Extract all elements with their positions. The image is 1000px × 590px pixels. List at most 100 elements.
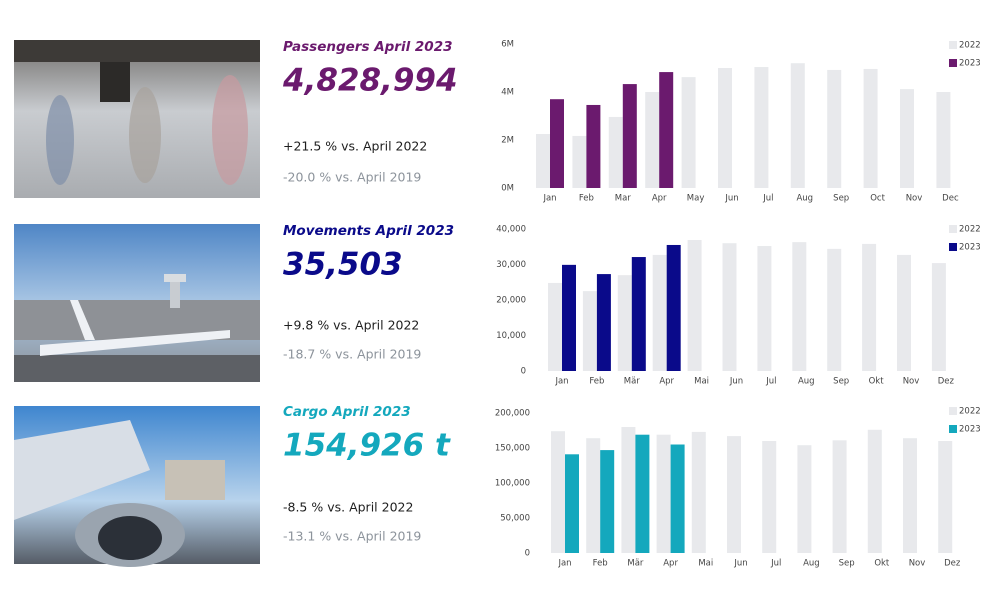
x-tick-label: Feb — [593, 559, 608, 569]
y-tick-label: 40,000 — [496, 225, 526, 235]
bar — [548, 282, 562, 371]
bar — [903, 438, 917, 553]
legend-swatch — [949, 243, 957, 251]
x-tick-label: Aug — [803, 559, 820, 569]
bar — [931, 263, 946, 371]
x-tick-label: Mai — [698, 559, 713, 569]
panel-value: 4,828,994 — [282, 63, 458, 99]
change-prev-year: -8.5 % vs. April 2022 — [283, 500, 413, 515]
x-tick-label: Apr — [652, 194, 667, 204]
bar — [586, 438, 601, 553]
bar — [652, 254, 667, 371]
y-tick-label: 100,000 — [495, 479, 530, 489]
bar — [550, 99, 564, 188]
photo-cargo — [14, 406, 260, 567]
legend-swatch — [949, 407, 957, 415]
bar — [827, 69, 842, 188]
bar — [790, 63, 805, 189]
bar — [718, 68, 732, 188]
legend-label: 2022 — [959, 225, 981, 235]
bar — [827, 248, 842, 371]
y-tick-label: 10,000 — [496, 331, 526, 341]
x-tick-label: Nov — [906, 194, 923, 204]
x-tick-label: Feb — [579, 194, 594, 204]
bar — [635, 434, 650, 553]
bar — [670, 444, 685, 553]
legend-label: 2022 — [959, 41, 981, 51]
x-tick-label: Dez — [938, 377, 955, 387]
bar — [727, 436, 741, 553]
x-tick-label: Okt — [869, 377, 885, 387]
legend-label: 2023 — [959, 243, 981, 253]
legend-swatch — [949, 425, 957, 433]
bar — [621, 427, 636, 553]
bar — [656, 434, 671, 553]
x-tick-label: Apr — [659, 377, 674, 387]
change-prev-year: +9.8 % vs. April 2022 — [283, 318, 419, 333]
legend-label: 2023 — [959, 59, 981, 69]
panel-title: Cargo April 2023 — [283, 404, 411, 420]
change-2019: -13.1 % vs. April 2019 — [283, 529, 421, 544]
panel-title: Movements April 2023 — [283, 223, 454, 239]
bar — [600, 450, 615, 553]
y-tick-label: 50,000 — [500, 514, 530, 524]
bar — [754, 67, 769, 188]
bar — [681, 77, 696, 188]
change-2019: -20.0 % vs. April 2019 — [283, 170, 421, 185]
y-tick-label: 4M — [501, 88, 514, 98]
x-tick-label: Sep — [833, 377, 849, 387]
x-tick-label: Apr — [663, 559, 678, 569]
bar — [792, 242, 807, 371]
x-tick-label: Jan — [557, 559, 571, 569]
bar — [631, 257, 646, 371]
legend-label: 2023 — [959, 425, 981, 435]
bar — [562, 264, 576, 371]
legend-swatch — [949, 225, 957, 233]
panel-value: 154,926 t — [283, 428, 451, 464]
bar — [622, 84, 637, 188]
x-tick-label: Jun — [724, 194, 738, 204]
x-tick-label: Sep — [839, 559, 855, 569]
x-tick-label: Aug — [798, 377, 815, 387]
bar — [596, 274, 611, 371]
y-tick-label: 6M — [501, 40, 514, 50]
x-tick-label: Jul — [762, 194, 773, 204]
change-2019: -18.7 % vs. April 2019 — [283, 347, 421, 362]
bar — [551, 431, 565, 553]
x-tick-label: Jan — [542, 194, 556, 204]
panel-value: 35,503 — [283, 247, 403, 283]
x-tick-label: Dec — [942, 194, 959, 204]
y-tick-label: 150,000 — [495, 444, 530, 454]
y-tick-label: 0M — [501, 184, 514, 194]
photo-aircraft — [14, 224, 260, 382]
bar — [897, 254, 911, 371]
bar — [797, 445, 812, 553]
bar — [832, 440, 847, 553]
x-tick-label: Okt — [874, 559, 890, 569]
bar — [938, 441, 953, 553]
bar — [762, 441, 777, 553]
x-tick-label: Sep — [833, 194, 849, 204]
y-tick-label: 0 — [521, 367, 526, 377]
bar — [536, 134, 550, 188]
bar — [867, 429, 882, 553]
x-tick-label: Oct — [870, 194, 885, 204]
x-tick-label: Aug — [796, 194, 813, 204]
bar — [691, 431, 706, 553]
bar — [582, 291, 597, 371]
y-tick-label: 20,000 — [496, 296, 526, 306]
bar — [572, 135, 587, 188]
legend-label: 2022 — [959, 407, 981, 417]
photo-terminal — [14, 40, 260, 198]
panel-title: Passengers April 2023 — [283, 39, 453, 55]
x-tick-label: Mar — [615, 194, 632, 204]
bar — [608, 116, 623, 188]
x-tick-label: Jan — [554, 377, 568, 387]
legend-swatch — [949, 59, 957, 67]
bar — [722, 243, 737, 371]
x-tick-label: Jun — [729, 377, 743, 387]
bar — [659, 72, 674, 188]
x-tick-label: Jul — [770, 559, 781, 569]
bar — [936, 92, 951, 188]
